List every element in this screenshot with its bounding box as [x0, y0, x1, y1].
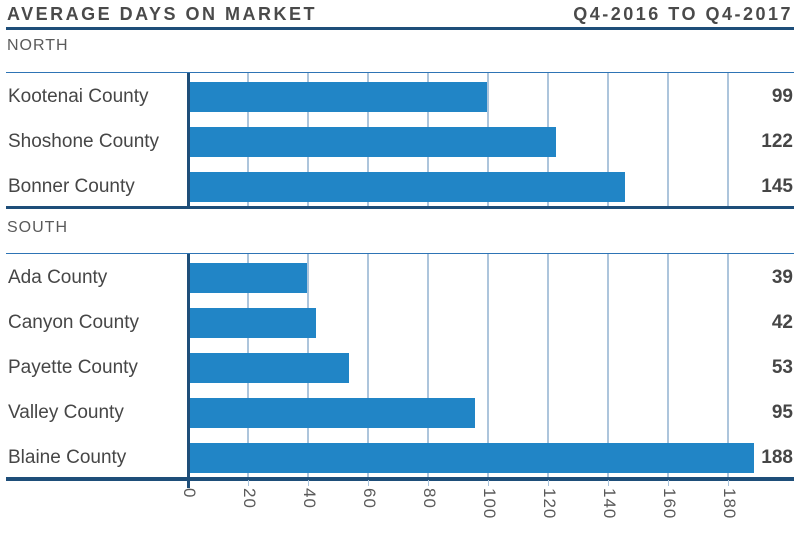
tick-mark-120	[547, 480, 550, 486]
chart-title: AVERAGE DAYS ON MARKET	[7, 4, 318, 24]
tick-mark-0	[187, 480, 190, 488]
bar-category-label: Shoshone County	[8, 131, 160, 152]
gridline-140	[607, 254, 609, 479]
north-plot-bottom-rule	[6, 206, 794, 209]
tick-label-0: 0	[179, 488, 199, 499]
tick-label-20: 20	[239, 488, 259, 509]
bar-category-label: Ada County	[8, 267, 108, 288]
bar	[190, 172, 625, 202]
tick-mark-140	[607, 480, 610, 486]
section-label-north: NORTH	[7, 37, 69, 54]
tick-mark-40	[307, 480, 310, 486]
bar-category-label: Kootenai County	[8, 86, 149, 107]
bar	[190, 308, 316, 338]
gridline-180	[727, 73, 729, 208]
chart-period: Q4-2016 TO Q4-2017	[573, 4, 793, 24]
y-axis-line	[187, 73, 190, 208]
gridline-160	[667, 254, 669, 479]
y-axis-line	[187, 254, 190, 479]
bar-category-label: Bonner County	[8, 176, 135, 197]
bar-category-label: Blaine County	[8, 447, 127, 468]
bar-category-label: Payette County	[8, 357, 138, 378]
tick-label-60: 60	[359, 488, 379, 509]
bar-value-label: 42	[771, 312, 793, 333]
tick-label-140: 140	[599, 488, 619, 520]
tick-label-120: 120	[539, 488, 559, 520]
tick-mark-20	[247, 480, 250, 486]
bar-value-label: 122	[761, 131, 793, 152]
tick-label-100: 100	[479, 488, 499, 520]
tick-mark-160	[667, 480, 670, 486]
gridline-120	[547, 254, 549, 479]
tick-mark-100	[487, 480, 490, 486]
header-rule	[6, 27, 794, 30]
section-label-south: SOUTH	[7, 219, 68, 236]
bar-value-label: 53	[771, 357, 793, 378]
bar	[190, 82, 487, 112]
gridline-80	[427, 254, 429, 479]
bar	[190, 353, 349, 383]
gridline-100	[487, 254, 489, 479]
tick-mark-60	[367, 480, 370, 486]
tick-label-160: 160	[659, 488, 679, 520]
bar-value-label: 145	[761, 176, 793, 197]
bar-value-label: 95	[771, 402, 793, 423]
bar	[190, 443, 754, 473]
bar-value-label: 39	[771, 267, 793, 288]
bar	[190, 127, 556, 157]
tick-label-40: 40	[299, 488, 319, 509]
north-plot-area: Kootenai County 99 Shoshone County 122 Bonne…	[6, 72, 794, 208]
south-plot-area: Ada County 39 Canyon County 42 Payette Count…	[6, 253, 794, 479]
gridline-160	[667, 73, 669, 208]
tick-mark-180	[727, 480, 730, 486]
bar-value-label: 99	[771, 86, 793, 107]
gridline-180	[727, 254, 729, 479]
x-axis-line	[6, 477, 794, 481]
tick-mark-80	[427, 480, 430, 486]
bar	[190, 398, 475, 428]
tick-label-180: 180	[719, 488, 739, 520]
tick-label-80: 80	[419, 488, 439, 509]
gridline-60	[367, 254, 369, 479]
bar-category-label: Canyon County	[8, 312, 139, 333]
bar-category-label: Valley County	[8, 402, 124, 423]
bar	[190, 263, 307, 293]
bar-value-label: 188	[761, 447, 793, 468]
gridline-140	[607, 73, 609, 208]
